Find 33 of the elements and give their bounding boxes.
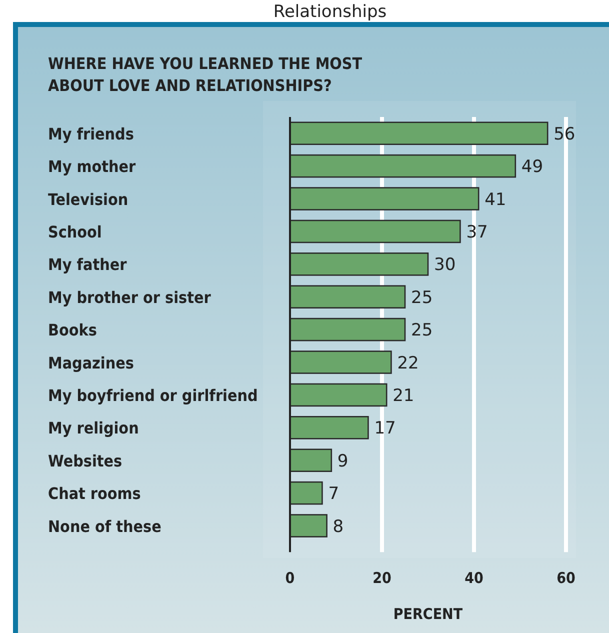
chart-subtitle: WHERE HAVE YOU LEARNED THE MOST ABOUT LOVE AND RELATIONSHIPS? [48,54,362,95]
data-label: 30 [434,255,456,276]
y-tick-label: My brother or sister [48,288,212,307]
y-tick-label: Chat rooms [48,484,141,504]
data-label: 56 [554,124,576,144]
y-tick-label: School [48,222,102,242]
x-axis-title: PERCENT [393,605,464,623]
data-label: 7 [328,484,340,504]
x-tick-label: 40 [464,569,484,587]
y-tick-label: None of these [48,516,162,536]
chart-title: Relationships [273,2,387,22]
y-tick-label: My friends [48,124,134,144]
y-tick-label: My religion [48,418,139,438]
data-label: 49 [521,157,544,178]
y-tick-label: My boyfriend or girlfriend [48,386,258,405]
x-tick-label: 60 [556,569,576,587]
data-label: 25 [411,288,433,308]
y-tick-label: Television [48,190,128,209]
x-tick-label: 20 [372,569,392,587]
y-tick-label: Magazines [48,353,134,372]
data-label: 41 [484,190,506,210]
data-label: 21 [392,386,414,406]
data-label: 17 [374,418,396,439]
data-label: 8 [332,516,344,537]
y-tick-label: My father [48,255,128,274]
x-tick-label: 0 [285,569,295,587]
data-label: 9 [337,451,348,472]
y-tick-label: Books [48,320,97,340]
y-tick-label: My mother [48,157,137,176]
data-label: 25 [411,320,433,341]
data-label: 22 [397,353,419,374]
y-tick-label: Websites [48,451,122,470]
data-label: 37 [466,222,488,242]
